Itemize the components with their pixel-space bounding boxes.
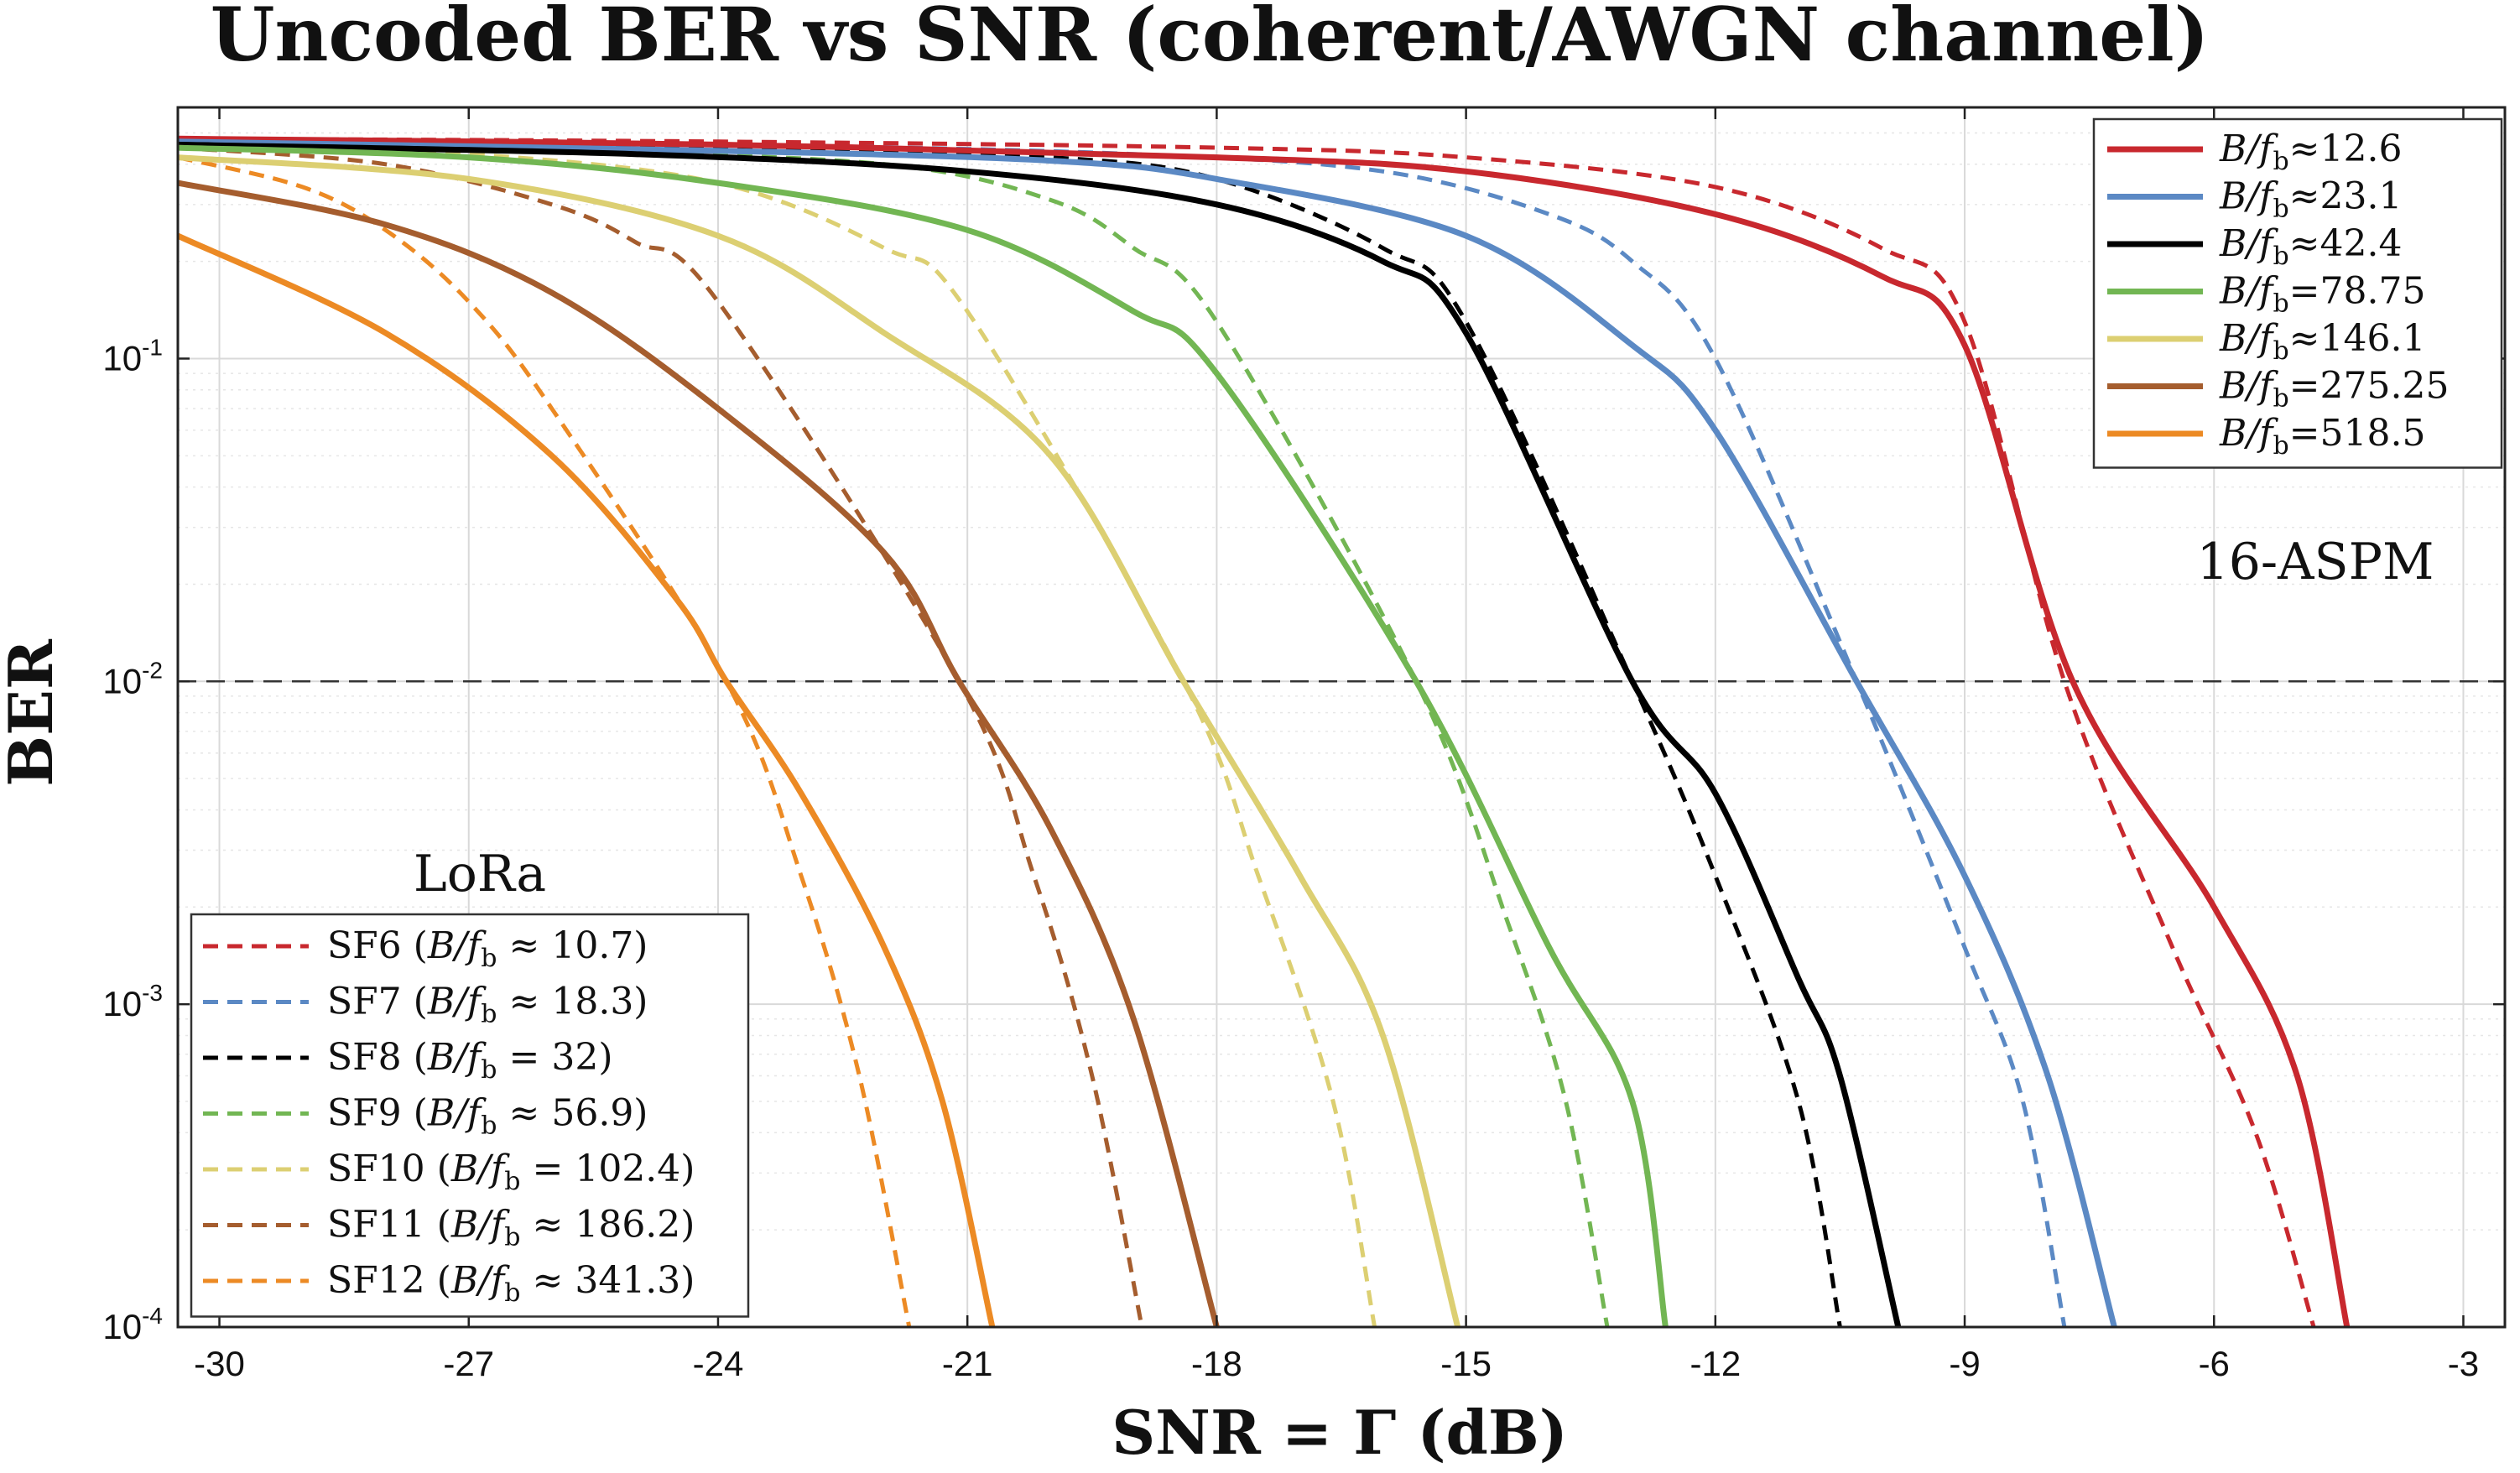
legend-lora-label: SF9 (B/fb ≈ 56.9) <box>327 1092 648 1141</box>
x-tick-label: -21 <box>942 1344 993 1383</box>
legend-16aspm-label: B/fb≈12.6 <box>2219 128 2403 176</box>
legend-lora: SF6 (B/fb ≈ 10.7) SF7 (B/fb ≈ 18.3) SF8 (B… <box>190 913 750 1318</box>
legend-16aspm-label: B/fb≈146.1 <box>2219 317 2426 366</box>
legend-lora-label: SF10 (B/fb = 102.4) <box>327 1148 695 1196</box>
series-line-16-aspm-000000 <box>178 141 1902 1327</box>
x-tick-label: -12 <box>1690 1344 1741 1383</box>
legend-lora-label: SF11 (B/fb ≈ 186.2) <box>327 1204 695 1252</box>
legend-16aspm-label: B/fb=275.25 <box>2219 365 2450 414</box>
series-line-16-aspm-ec8a24 <box>178 232 996 1327</box>
y-axis-label: BER <box>0 638 66 787</box>
y-tick-label: 10-4 <box>102 1303 163 1346</box>
x-tick-label: -3 <box>2448 1344 2479 1383</box>
y-tick-label: 10-1 <box>102 334 163 377</box>
y-tick-label: 10-2 <box>102 657 163 700</box>
series-line-16-aspm-dccf72 <box>178 154 1461 1327</box>
chart-title: Uncoded BER vs SNR (coherent/AWGN channe… <box>211 0 2210 78</box>
x-tick-label: -9 <box>1949 1344 1980 1383</box>
x-tick-label: -27 <box>443 1344 494 1383</box>
series-line-16-aspm-72b653 <box>178 144 1669 1327</box>
x-axis-label: SNR = Γ (dB) <box>1112 1397 1568 1468</box>
series-line-16-aspm-c8282e <box>178 135 2351 1327</box>
legend-16aspm-label: B/fb≈42.4 <box>2219 222 2403 271</box>
x-tick-label: -6 <box>2199 1344 2230 1383</box>
legend-16aspm-label: B/fb=78.75 <box>2219 270 2426 319</box>
aspm-annotation: 16-ASPM <box>2197 533 2434 591</box>
series-line-lora-dccf72 <box>178 142 1377 1327</box>
x-tick-label: -15 <box>1440 1344 1492 1383</box>
series-line-lora-c8282e <box>178 136 2316 1327</box>
y-tick-label: 10-3 <box>102 980 163 1023</box>
series-line-lora-000000 <box>178 139 1842 1327</box>
series-line-16-aspm-a55d2e <box>178 180 1220 1327</box>
x-tick-label: -24 <box>693 1344 744 1383</box>
legend-lora-label: SF8 (B/fb = 32) <box>327 1036 613 1085</box>
legend-lora-label: SF7 (B/fb ≈ 18.3) <box>327 981 648 1029</box>
series-line-16-aspm-5b89c4 <box>178 138 2117 1327</box>
x-tick-label: -18 <box>1191 1344 1242 1383</box>
legend-16aspm-label: B/fb≈23.1 <box>2219 175 2403 224</box>
legend-lora-label: SF12 (B/fb ≈ 341.3) <box>327 1259 695 1308</box>
legend-16aspm: B/fb≈12.6B/fb≈23.1B/fb≈42.4B/fb=78.75B/f… <box>2092 117 2503 469</box>
x-tick-label: -30 <box>194 1344 245 1383</box>
legend-lora-label: SF6 (B/fb ≈ 10.7) <box>327 924 648 973</box>
series-line-lora-ec8a24 <box>178 155 912 1327</box>
lora-annotation: LoRa <box>414 845 546 903</box>
legend-16aspm-label: B/fb=518.5 <box>2219 412 2426 461</box>
axes-frame <box>176 106 2507 1329</box>
axes: -30 -27 -24 -21 -18 -15 -12 -9 -6 -3 10-1 10-2 10-3 1… <box>102 106 2507 1383</box>
series-group <box>178 135 2351 1327</box>
